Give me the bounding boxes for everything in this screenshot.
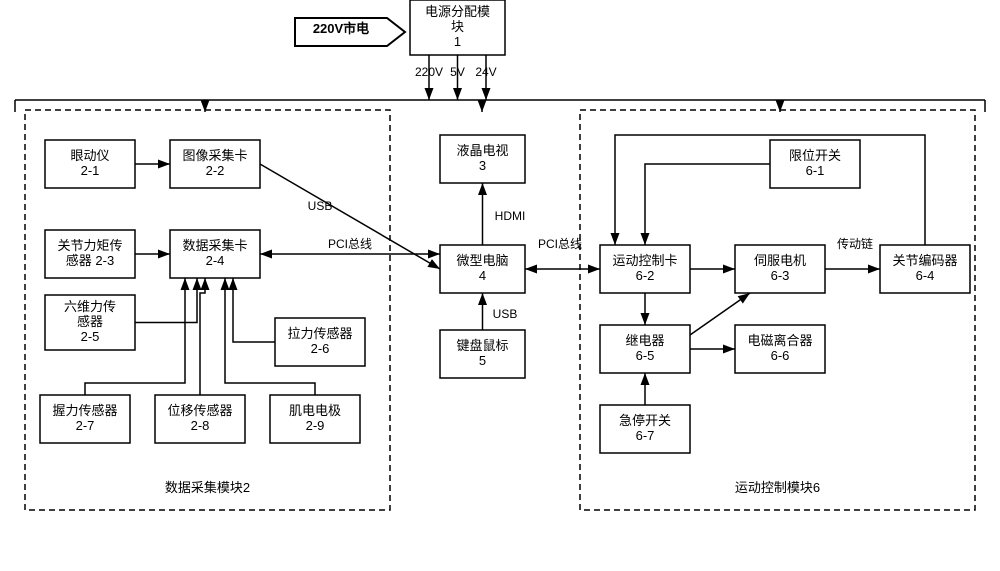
svg-text:液晶电视: 液晶电视 [456, 143, 508, 158]
svg-text:数据采集模块2: 数据采集模块2 [165, 480, 250, 495]
svg-text:2-7: 2-7 [76, 418, 95, 433]
node-kb_mouse: 键盘鼠标5 [440, 330, 525, 378]
svg-text:6-3: 6-3 [771, 268, 790, 283]
svg-text:键盘鼠标: 键盘鼠标 [456, 338, 508, 353]
svg-text:6-1: 6-1 [806, 163, 825, 178]
node-motion_card: 运动控制卡6-2 [600, 245, 690, 293]
node-emg: 肌电电极2-9 [270, 395, 360, 443]
svg-text:位移传感器: 位移传感器 [167, 403, 232, 418]
node-disp: 位移传感器2-8 [155, 395, 245, 443]
svg-text:6-4: 6-4 [916, 268, 935, 283]
svg-text:6-2: 6-2 [636, 268, 655, 283]
svg-text:PCI总线: PCI总线 [328, 237, 372, 251]
node-lcd_tv: 液晶电视3 [440, 135, 525, 183]
svg-text:关节编码器: 关节编码器 [892, 253, 957, 268]
svg-text:继电器: 继电器 [625, 333, 664, 348]
node-power_dist: 电源分配模块1 [410, 0, 505, 55]
svg-text:3: 3 [479, 158, 486, 173]
svg-text:2-8: 2-8 [191, 418, 210, 433]
node-relay: 继电器6-5 [600, 325, 690, 373]
block-diagram: 220V 5V 24V 数据采集模块2 运动控制模块6 USB PCI总线 HDMI USB PC… [0, 0, 1000, 571]
svg-text:微型电脑: 微型电脑 [456, 253, 508, 268]
svg-text:4: 4 [479, 268, 486, 283]
node-torque: 关节力矩传感器 2-3 [45, 230, 135, 278]
node-estop: 急停开关6-7 [600, 405, 690, 453]
node-limit_sw: 限位开关6-1 [770, 140, 860, 188]
svg-text:220V: 220V [415, 65, 443, 79]
node-grip: 握力传感器2-7 [40, 395, 130, 443]
svg-text:块: 块 [451, 19, 464, 34]
svg-text:数据采集卡: 数据采集卡 [182, 238, 247, 253]
node-img_card: 图像采集卡2-2 [170, 140, 260, 188]
svg-text:2-1: 2-1 [81, 163, 100, 178]
svg-text:伺服电机: 伺服电机 [754, 253, 806, 268]
svg-text:感器 2-3: 感器 2-3 [66, 253, 114, 268]
svg-text:USB: USB [493, 307, 518, 321]
svg-text:6-7: 6-7 [636, 428, 655, 443]
node-clutch: 电磁离合器6-6 [735, 325, 825, 373]
svg-text:5: 5 [479, 353, 486, 368]
node-micro_pc: 微型电脑4 [440, 245, 525, 293]
svg-text:传动链: 传动链 [837, 236, 873, 251]
node-daq_card: 数据采集卡2-4 [170, 230, 260, 278]
svg-text:电源分配模: 电源分配模 [425, 4, 490, 19]
svg-text:5V: 5V [450, 65, 465, 79]
svg-text:PCI总线: PCI总线 [538, 237, 582, 251]
svg-text:6-6: 6-6 [771, 348, 790, 363]
svg-text:握力传感器: 握力传感器 [52, 403, 117, 418]
svg-text:1: 1 [454, 34, 461, 49]
node-joint_enc: 关节编码器6-4 [880, 245, 970, 293]
svg-text:2-4: 2-4 [206, 253, 225, 268]
svg-text:2-9: 2-9 [306, 418, 325, 433]
svg-text:图像采集卡: 图像采集卡 [182, 148, 247, 163]
svg-text:六维力传: 六维力传 [64, 299, 116, 314]
svg-text:电磁离合器: 电磁离合器 [747, 333, 812, 348]
svg-text:2-5: 2-5 [81, 329, 100, 344]
svg-text:关节力矩传: 关节力矩传 [57, 238, 122, 253]
svg-text:运动控制模块6: 运动控制模块6 [735, 480, 820, 495]
node-tension: 拉力传感器2-6 [275, 318, 365, 366]
svg-text:2-2: 2-2 [206, 163, 225, 178]
node-six_force: 六维力传感器2-5 [45, 295, 135, 350]
svg-text:2-6: 2-6 [311, 341, 330, 356]
svg-text:眼动仪: 眼动仪 [70, 148, 109, 163]
svg-text:肌电电极: 肌电电极 [289, 403, 341, 418]
svg-text:24V: 24V [475, 65, 496, 79]
svg-text:感器: 感器 [77, 314, 103, 329]
svg-text:HDMI: HDMI [495, 209, 526, 223]
node-eye_track: 眼动仪2-1 [45, 140, 135, 188]
svg-text:运动控制卡: 运动控制卡 [612, 253, 677, 268]
svg-text:拉力传感器: 拉力传感器 [287, 326, 352, 341]
svg-text:220V市电: 220V市电 [313, 21, 369, 36]
node-servo: 伺服电机6-3 [735, 245, 825, 293]
svg-text:限位开关: 限位开关 [789, 148, 841, 163]
svg-text:急停开关: 急停开关 [619, 413, 671, 428]
svg-text:USB: USB [308, 199, 333, 213]
svg-text:6-5: 6-5 [636, 348, 655, 363]
